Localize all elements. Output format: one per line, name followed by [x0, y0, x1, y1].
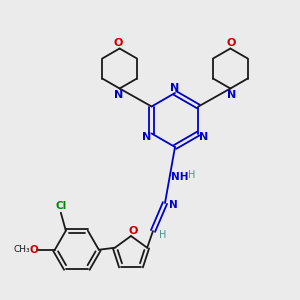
Text: N: N: [227, 89, 236, 100]
Text: O: O: [227, 38, 236, 47]
Text: NH: NH: [171, 172, 189, 182]
Text: Cl: Cl: [55, 201, 67, 211]
Text: O: O: [128, 226, 138, 236]
Text: H: H: [159, 230, 167, 240]
Text: CH₃: CH₃: [14, 245, 30, 254]
Text: O: O: [114, 38, 123, 47]
Text: N: N: [199, 133, 208, 142]
Text: H: H: [188, 170, 196, 180]
Text: N: N: [170, 83, 180, 93]
Text: N: N: [114, 89, 123, 100]
Text: O: O: [29, 245, 38, 255]
Text: N: N: [169, 200, 177, 210]
Text: N: N: [142, 133, 151, 142]
